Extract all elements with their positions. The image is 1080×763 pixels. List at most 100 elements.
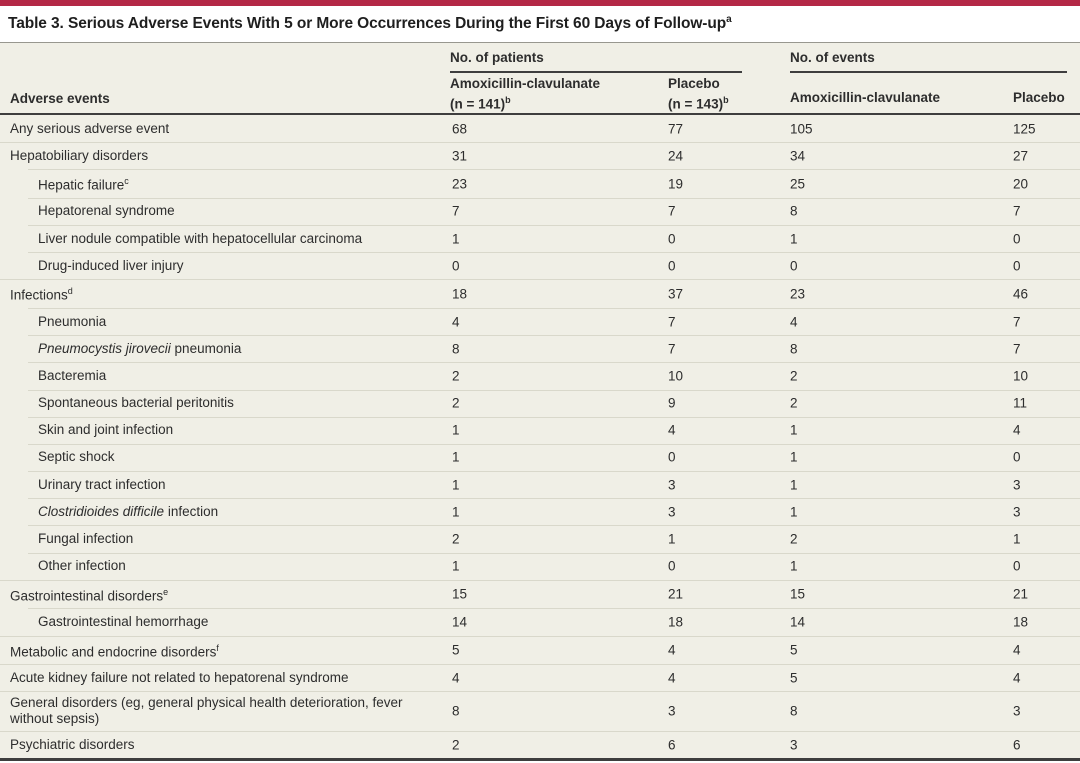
- value-events-placebo: 7: [1013, 203, 1021, 219]
- adverse-event-label: Metabolic and endocrine disordersf: [10, 642, 219, 660]
- value-patients-placebo: 1: [668, 531, 676, 547]
- value-events-placebo: 1: [1013, 531, 1021, 547]
- value-events-placebo: 3: [1013, 703, 1021, 719]
- adverse-event-label: Septic shock: [38, 449, 115, 465]
- value-events-amoxicillin: 8: [790, 341, 798, 357]
- value-patients-placebo: 24: [668, 148, 684, 164]
- value-patients-amoxicillin: 2: [452, 531, 460, 547]
- table-row: Pneumocystis jirovecii pneumonia 8 7 8 7: [0, 335, 1080, 362]
- value-patients-amoxicillin: 4: [452, 670, 460, 686]
- col-header-line1: Placebo: [1013, 90, 1065, 105]
- value-patients-placebo: 3: [668, 477, 676, 493]
- value-events-amoxicillin: 2: [790, 531, 798, 547]
- value-events-placebo: 0: [1013, 449, 1021, 465]
- col-header-line2: (n = 143)b: [668, 95, 729, 112]
- value-events-amoxicillin: 8: [790, 203, 798, 219]
- table-row: Skin and joint infection 1 4 1 4: [0, 416, 1080, 444]
- table-row: Psychiatric disorders 2 6 3 6: [0, 731, 1080, 758]
- value-patients-placebo: 0: [668, 231, 676, 247]
- adverse-event-label: Fungal infection: [38, 531, 134, 547]
- value-patients-amoxicillin: 4: [452, 314, 460, 330]
- value-events-amoxicillin: 14: [790, 614, 806, 630]
- value-events-amoxicillin: 34: [790, 148, 806, 164]
- value-patients-amoxicillin: 0: [452, 258, 460, 274]
- value-events-placebo: 0: [1013, 558, 1021, 574]
- adverse-event-label: Gastrointestinal disorderse: [10, 586, 169, 604]
- value-events-placebo: 6: [1013, 737, 1021, 753]
- value-patients-placebo: 0: [668, 258, 676, 274]
- value-patients-placebo: 19: [668, 176, 684, 192]
- value-events-placebo: 7: [1013, 314, 1021, 330]
- value-patients-placebo: 3: [668, 703, 676, 719]
- value-patients-placebo: 7: [668, 341, 676, 357]
- table-title-bar: Table 3. Serious Adverse Events With 5 o…: [0, 6, 1080, 43]
- value-events-amoxicillin: 1: [790, 449, 798, 465]
- col-header-line1: Amoxicillin-clavulanate: [790, 90, 941, 105]
- adverse-event-label: Any serious adverse event: [10, 120, 170, 136]
- value-patients-placebo: 18: [668, 614, 684, 630]
- table-title-text: Table 3. Serious Adverse Events With 5 o…: [8, 15, 727, 33]
- value-patients-placebo: 9: [668, 395, 676, 411]
- value-patients-placebo: 37: [668, 286, 684, 302]
- value-events-placebo: 21: [1013, 586, 1029, 602]
- adverse-event-label: Pneumonia: [38, 313, 107, 329]
- value-events-placebo: 7: [1013, 341, 1021, 357]
- value-events-amoxicillin: 105: [790, 121, 813, 137]
- value-events-placebo: 0: [1013, 258, 1021, 274]
- table-row: Pneumonia 4 7 4 7: [0, 307, 1080, 335]
- value-events-placebo: 0: [1013, 231, 1021, 247]
- value-events-placebo: 4: [1013, 642, 1021, 658]
- value-patients-amoxicillin: 1: [452, 477, 460, 493]
- table-row: Hepatorenal syndrome 7 7 8 7: [0, 197, 1080, 225]
- adverse-event-label: Hepatorenal syndrome: [38, 203, 175, 219]
- col-header-placebo-events: Placebo: [1013, 90, 1065, 106]
- value-patients-amoxicillin: 18: [452, 286, 468, 302]
- table-row: Drug-induced liver injury 0 0 0 0: [0, 252, 1080, 279]
- col-group-underline-events: [790, 71, 1067, 73]
- table-row: Liver nodule compatible with hepatocellu…: [0, 225, 1080, 252]
- value-events-amoxicillin: 1: [790, 477, 798, 493]
- value-events-amoxicillin: 23: [790, 286, 806, 302]
- value-patients-placebo: 21: [668, 586, 684, 602]
- value-events-placebo: 4: [1013, 670, 1021, 686]
- table-row: Metabolic and endocrine disordersf 5 4 5 4: [0, 635, 1080, 665]
- value-patients-amoxicillin: 1: [452, 422, 460, 438]
- table-title-footnote-sup: a: [726, 14, 732, 26]
- value-events-amoxicillin: 4: [790, 314, 798, 330]
- col-header-amoxicillin-events: Amoxicillin-clavulanate: [790, 90, 940, 106]
- footnote-sup: f: [216, 642, 219, 653]
- col-header-line1: Placebo: [668, 76, 720, 91]
- table-row: Any serious adverse event 68 77 105 125: [0, 115, 1080, 142]
- value-patients-amoxicillin: 14: [452, 614, 468, 630]
- value-patients-placebo: 4: [668, 670, 676, 686]
- value-events-placebo: 11: [1013, 395, 1028, 411]
- col-header-placebo-patients: Placebo (n = 143)b: [668, 76, 729, 113]
- table-row: Gastrointestinal hemorrhage 14 18 14 18: [0, 608, 1080, 635]
- adverse-event-label: Liver nodule compatible with hepatocellu…: [38, 230, 363, 246]
- value-patients-amoxicillin: 2: [452, 368, 460, 384]
- value-patients-amoxicillin: 5: [452, 642, 460, 658]
- adverse-event-label: Bacteremia: [38, 367, 107, 383]
- value-patients-placebo: 10: [668, 368, 684, 384]
- table-row: Bacteremia 2 10 2 10: [0, 362, 1080, 389]
- adverse-event-label: Skin and joint infection: [38, 422, 174, 438]
- value-patients-placebo: 4: [668, 642, 676, 658]
- value-events-placebo: 125: [1013, 121, 1036, 137]
- adverse-event-label: Spontaneous bacterial peritonitis: [38, 395, 234, 411]
- col-header-amoxicillin-patients: Amoxicillin-clavulanate (n = 141)b: [450, 76, 600, 113]
- value-events-amoxicillin: 15: [790, 586, 806, 602]
- value-patients-amoxicillin: 8: [452, 703, 460, 719]
- value-patients-amoxicillin: 68: [452, 121, 468, 137]
- adverse-event-label: Clostridioides difficile infection: [38, 503, 219, 519]
- value-patients-placebo: 0: [668, 558, 676, 574]
- adverse-event-label: Acute kidney failure not related to hepa…: [10, 669, 349, 685]
- col-group-label-events: No. of events: [790, 50, 875, 65]
- accent-bar: [0, 0, 1080, 6]
- value-patients-amoxicillin: 23: [452, 176, 468, 192]
- value-events-amoxicillin: 0: [790, 258, 798, 274]
- value-events-amoxicillin: 5: [790, 670, 798, 686]
- value-events-amoxicillin: 1: [790, 422, 798, 438]
- adverse-event-label: Hepatobiliary disorders: [10, 147, 149, 163]
- value-patients-amoxicillin: 1: [452, 504, 460, 520]
